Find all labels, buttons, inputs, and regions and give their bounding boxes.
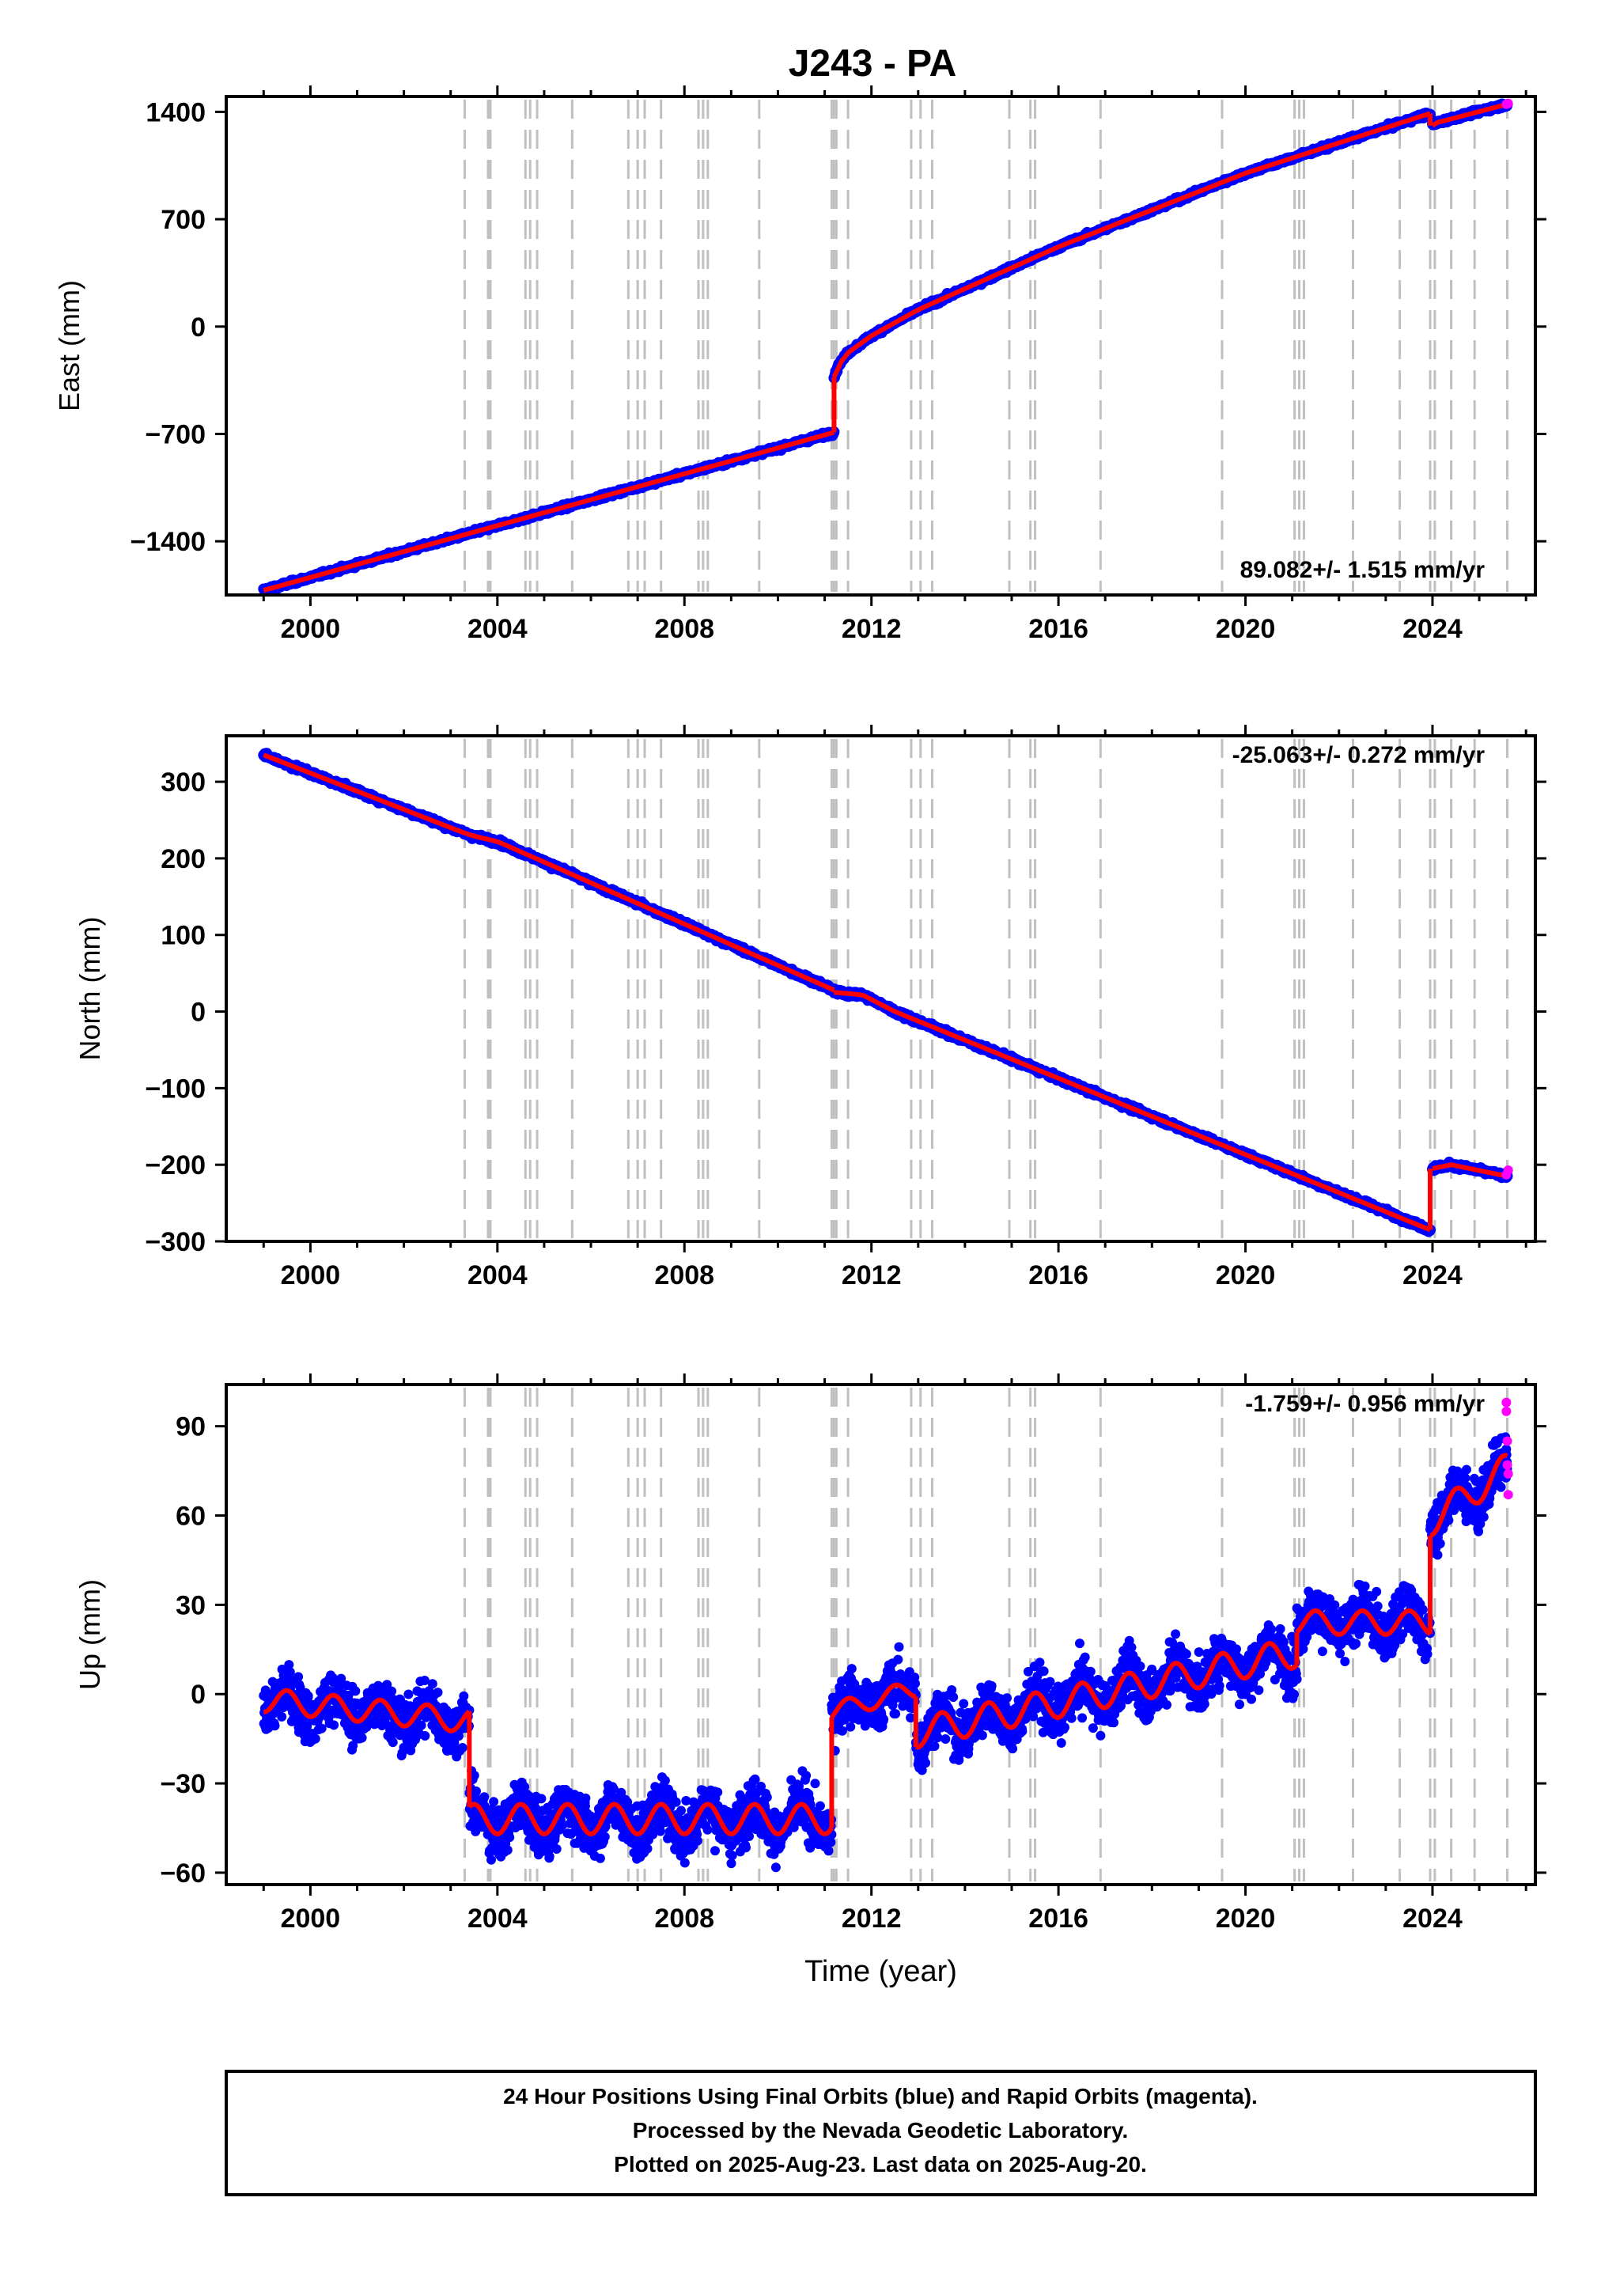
model-line xyxy=(263,430,835,593)
x-tick-label: 2000 xyxy=(281,614,341,644)
x-tick-label: 2012 xyxy=(842,614,902,644)
figure-title: J243 - PA xyxy=(789,43,957,85)
x-tick-label: 2016 xyxy=(1028,614,1088,644)
y-tick-label: 0 xyxy=(191,313,206,343)
rate-label: 89.082+/- 1.515 mm/yr xyxy=(1240,557,1486,583)
y-tick-label: −100 xyxy=(145,1074,206,1104)
final-points xyxy=(258,748,1513,1237)
x-tick-label: 2004 xyxy=(467,614,528,644)
y-tick-label: 1400 xyxy=(146,97,206,127)
plot-frame xyxy=(225,95,1537,597)
y-axis-label: East (mm) xyxy=(53,280,85,411)
y-tick-label: 300 xyxy=(161,767,206,798)
x-tick-label: 2008 xyxy=(654,614,714,644)
y-tick-label: 100 xyxy=(161,921,206,951)
y-tick-label: 700 xyxy=(161,205,206,235)
rapid-point xyxy=(1503,1165,1513,1175)
y-tick-label: −200 xyxy=(145,1150,206,1180)
y-tick-label: −700 xyxy=(145,419,206,449)
model-line xyxy=(831,111,1431,378)
x-tick-label: 2024 xyxy=(1402,614,1463,644)
panel-east: −1400 −700 0 700 1400 2000 2004 2008 2012 2016 202… xyxy=(53,85,1546,644)
y-tick-label: 0 xyxy=(191,998,206,1028)
final-points xyxy=(258,98,1513,597)
x-tick-label: 2020 xyxy=(1216,614,1276,644)
rapid-point xyxy=(1503,98,1513,108)
y-tick-label: 200 xyxy=(161,844,206,874)
y-tick-label: −1400 xyxy=(131,527,206,557)
y-tick-label: −300 xyxy=(145,1227,206,1257)
